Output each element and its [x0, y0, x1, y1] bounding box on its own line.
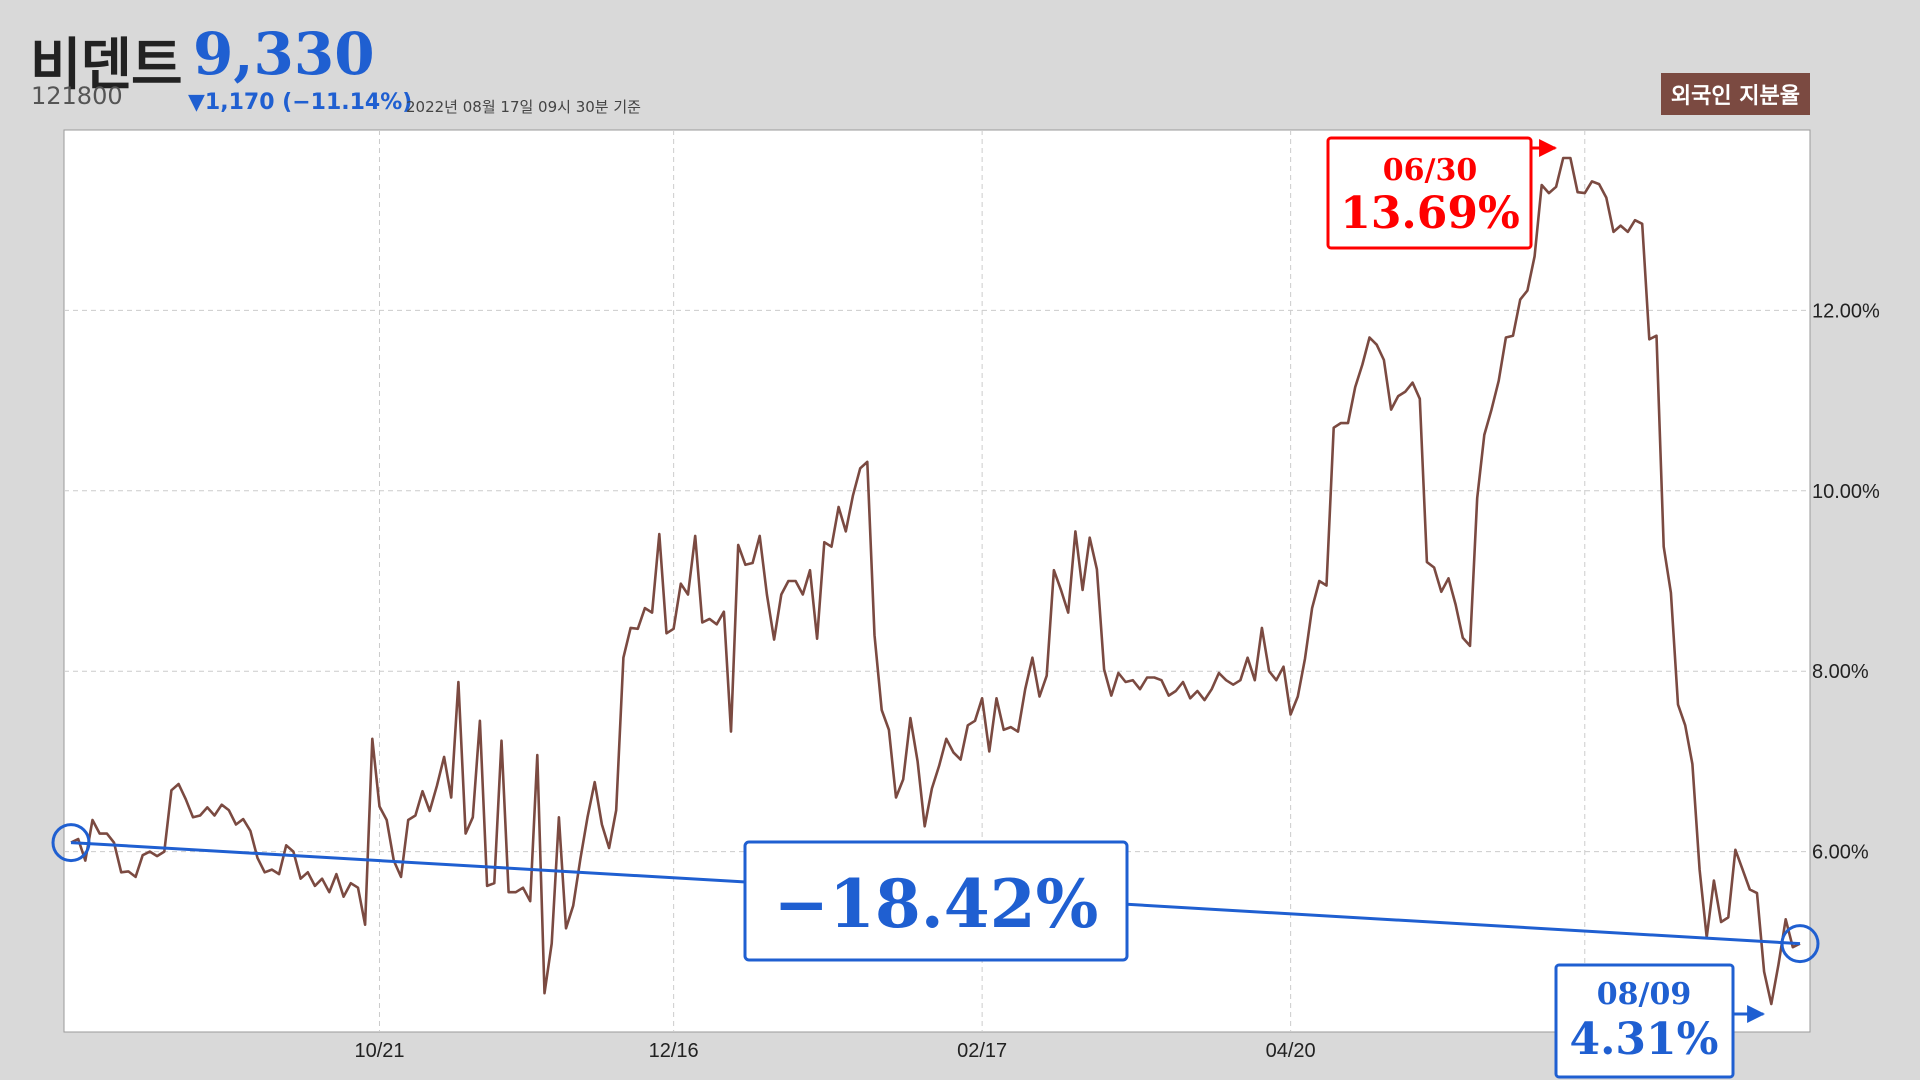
end-marker [1780, 924, 1820, 964]
low-value-label: 4.31% [1570, 1014, 1719, 1065]
stock-code: 121800 [31, 82, 123, 110]
y-tick-label: 6.00% [1812, 842, 1869, 864]
foreign-ownership-badge: 외국인 지분율 [1660, 73, 1810, 115]
x-tick-label: 10/21 [354, 1040, 404, 1062]
peak-value-label: 13.69% [1340, 188, 1520, 239]
stock-name: 비덴트 [30, 33, 183, 98]
low-date-label: 08/09 [1597, 977, 1691, 1012]
y-tick-label: 8.00% [1812, 661, 1869, 683]
timestamp: 2022년 08월 17일 09시 30분 기준 [406, 98, 641, 116]
low-box [1554, 963, 1735, 1079]
change-pct-label: −18.42% [774, 865, 1099, 943]
x-tick-label: 12/16 [649, 1040, 699, 1062]
x-tick-label: 04/20 [1266, 1040, 1316, 1062]
start-marker [51, 823, 91, 863]
price-change: ▼1,170 (−11.14%) [188, 90, 413, 115]
x-tick-label: 02/17 [957, 1040, 1007, 1062]
y-tick-label: 10.00% [1812, 481, 1880, 503]
series-line [70, 156, 1801, 1006]
y-tick-label: 12.00% [1812, 300, 1880, 322]
peak-box [1326, 136, 1533, 250]
change-box [743, 840, 1129, 962]
peak-date-label: 06/30 [1383, 153, 1477, 188]
stock-price: 9,330 [193, 20, 375, 88]
